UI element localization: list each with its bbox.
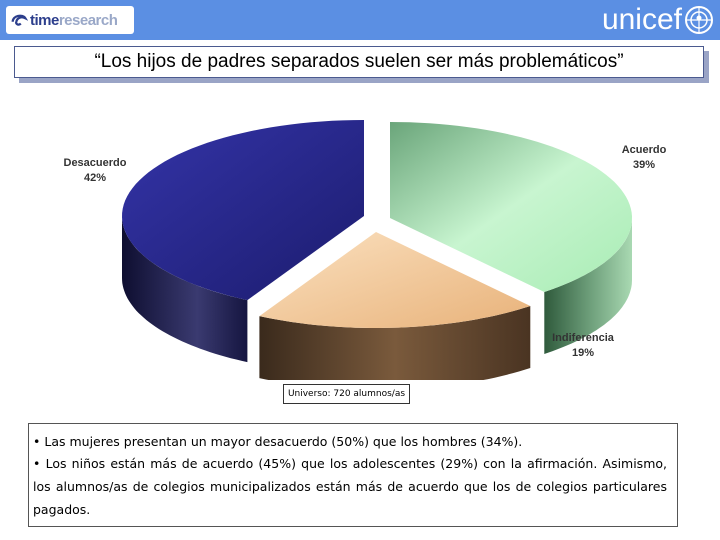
slice-acuerdo (390, 122, 632, 292)
slice-acuerdo-side (544, 218, 632, 354)
universe-note: Universo: 720 alumnos/as (283, 384, 410, 404)
note-item: • Las mujeres presentan un mayor desacue… (33, 434, 523, 449)
timeresearch-wordmark: timeresearch (30, 11, 118, 29)
acuerdo-label: Acuerdo 39% (621, 144, 667, 171)
slice-indiferencia (259, 232, 531, 328)
unicef-wordmark: unicef (601, 3, 682, 36)
pie-chart (122, 120, 632, 380)
slice-indiferencia-side (259, 306, 531, 380)
bullet-icon: • (33, 456, 46, 471)
bullet-icon: • (33, 434, 45, 449)
unicef-emblem-icon (685, 6, 713, 34)
notes-box: • Las mujeres presentan un mayor desacue… (28, 423, 678, 527)
slice-desacuerdo-side (122, 216, 248, 363)
title-box: “Los hijos de padres separados suelen se… (14, 46, 704, 78)
swirl-icon (11, 14, 28, 26)
note-item: • Los niños están más de acuerdo (45%) q… (33, 456, 667, 517)
timeresearch-logo: timeresearch (6, 6, 134, 34)
header-bar: timeresearch unicef (0, 0, 720, 40)
slice-desacuerdo (122, 120, 364, 301)
unicef-logo: unicef (602, 2, 714, 38)
desacuerdo-label: Desacuerdo 42% (63, 157, 127, 184)
page-title: “Los hijos de padres separados suelen se… (94, 51, 624, 72)
indiferencia-label: Indiferencia 19% (552, 332, 614, 359)
